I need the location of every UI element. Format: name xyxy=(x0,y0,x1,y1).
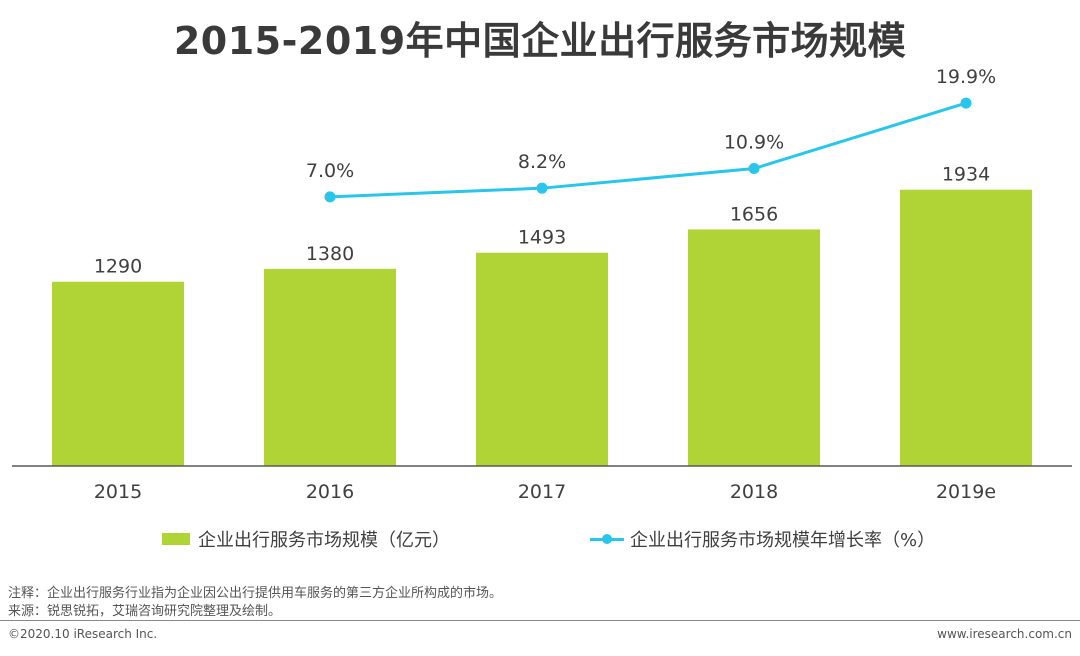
chart-title: 2015-2019年中国企业出行服务市场规模 xyxy=(173,19,907,63)
legend-line-label: 企业出行服务市场规模年增长率（%） xyxy=(630,530,936,551)
x-tick-label-2015: 2015 xyxy=(94,481,142,503)
x-tick-label-2018: 2018 xyxy=(730,481,778,503)
legend-item-bar: 企业出行服务市场规模（亿元） xyxy=(162,526,450,552)
growth-rate-line xyxy=(329,101,967,199)
bar-2019e xyxy=(900,189,1032,466)
bar-value-label-2018: 1656 xyxy=(730,203,778,225)
growth-value-label-2017: 8.2% xyxy=(518,151,566,173)
x-tick-label-2016: 2016 xyxy=(306,481,354,503)
growth-point-2019e xyxy=(960,97,972,109)
growth-point-2016 xyxy=(324,191,336,203)
bar-2017 xyxy=(476,252,608,466)
copyright-text: ©2020.10 iResearch Inc. xyxy=(8,627,158,641)
growth-value-label-2016: 7.0% xyxy=(306,160,354,182)
bar-value-label-2016: 1380 xyxy=(306,243,354,265)
growth-value-label-2019e: 19.9% xyxy=(936,66,996,88)
x-tick-label-2019e: 2019e xyxy=(936,481,996,503)
growth-value-label-2018: 10.9% xyxy=(724,132,784,154)
website-link[interactable]: www.iresearch.com.cn xyxy=(937,627,1072,641)
x-tick-label-2017: 2017 xyxy=(518,481,566,503)
bar-value-label-2017: 1493 xyxy=(518,227,566,249)
bar-value-label-2019e: 1934 xyxy=(942,164,990,186)
bar-2018 xyxy=(688,229,820,466)
bar-2016 xyxy=(264,268,396,466)
footer-divider xyxy=(0,620,1080,621)
source-text: 来源：锐思锐拓，艾瑞咨询研究院整理及绘制。 xyxy=(8,604,282,619)
note-text: 注释：企业出行服务行业指为企业因公出行提供用车服务的第三方企业所构成的市场。 xyxy=(8,586,503,601)
legend-item-line: 企业出行服务市场规模年增长率（%） xyxy=(590,526,935,552)
growth-point-2017 xyxy=(536,182,548,194)
legend-line-swatch xyxy=(590,533,624,545)
growth-point-2018 xyxy=(748,163,760,175)
bar-value-label-2015: 1290 xyxy=(94,256,142,278)
chart: 1290 2015 1380 2016 1493 2017 1656 2018 1934 2019… xyxy=(12,66,1072,503)
legend-bar-swatch xyxy=(162,533,190,545)
legend-bar-label: 企业出行服务市场规模（亿元） xyxy=(198,530,450,551)
bar-2015 xyxy=(52,281,184,466)
